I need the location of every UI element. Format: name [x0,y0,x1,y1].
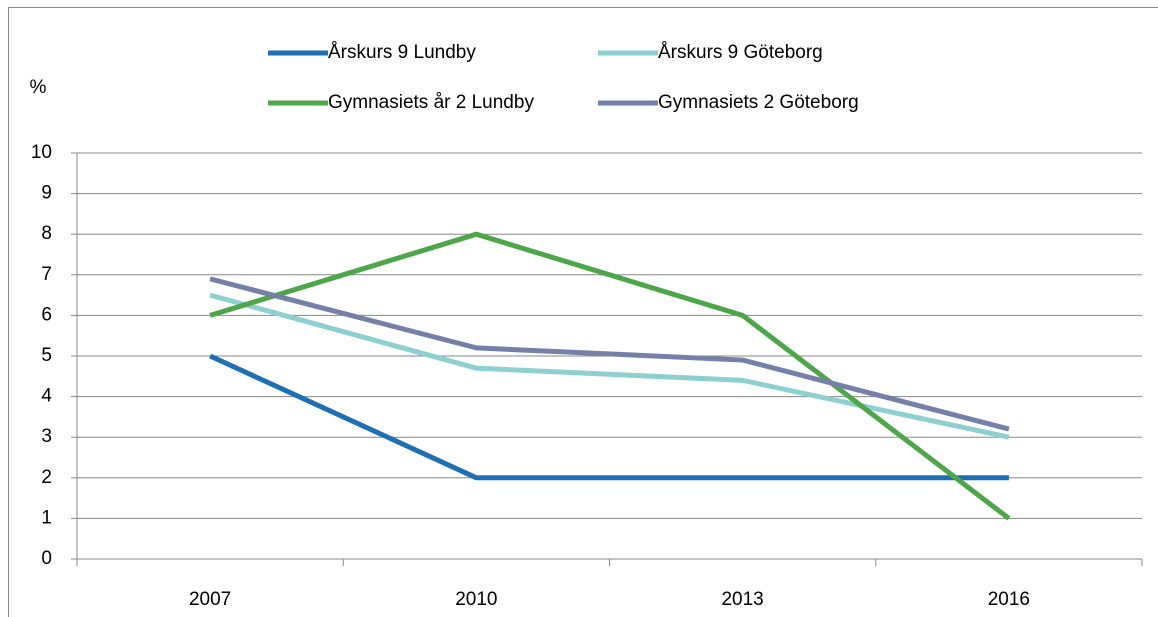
series-line [209,353,1009,481]
x-tick-label: 2007 [189,589,231,610]
series-line [209,231,1011,521]
legend-label: Gymnasiets 2 Göteborg [658,92,859,113]
y-tick-label: 10 [31,142,52,163]
y-tick-label: 1 [41,507,52,528]
y-tick-label: 7 [41,264,52,285]
y-tick-label: 4 [41,386,52,407]
y-tick-label: 2 [41,467,52,488]
legend-label: Årskurs 9 Lundby [328,42,476,63]
y-axis-label: % [30,77,47,98]
legend-label: Gymnasiets år 2 Lundby [328,92,534,113]
x-tick-label: 2016 [988,589,1030,610]
y-tick-label: 3 [41,426,52,447]
y-tick-label: 6 [41,304,52,325]
x-tick-label: 2013 [721,589,763,610]
y-tick-label: 0 [41,548,52,569]
series-line [209,292,1010,440]
x-tick-label: 2010 [455,589,497,610]
y-tick-label: 5 [41,345,52,366]
chart-border [8,7,1158,617]
series-line [209,276,1010,432]
y-tick-label: 9 [41,183,52,204]
y-tick-label: 8 [41,223,52,244]
legend-label: Årskurs 9 Göteborg [658,42,823,63]
